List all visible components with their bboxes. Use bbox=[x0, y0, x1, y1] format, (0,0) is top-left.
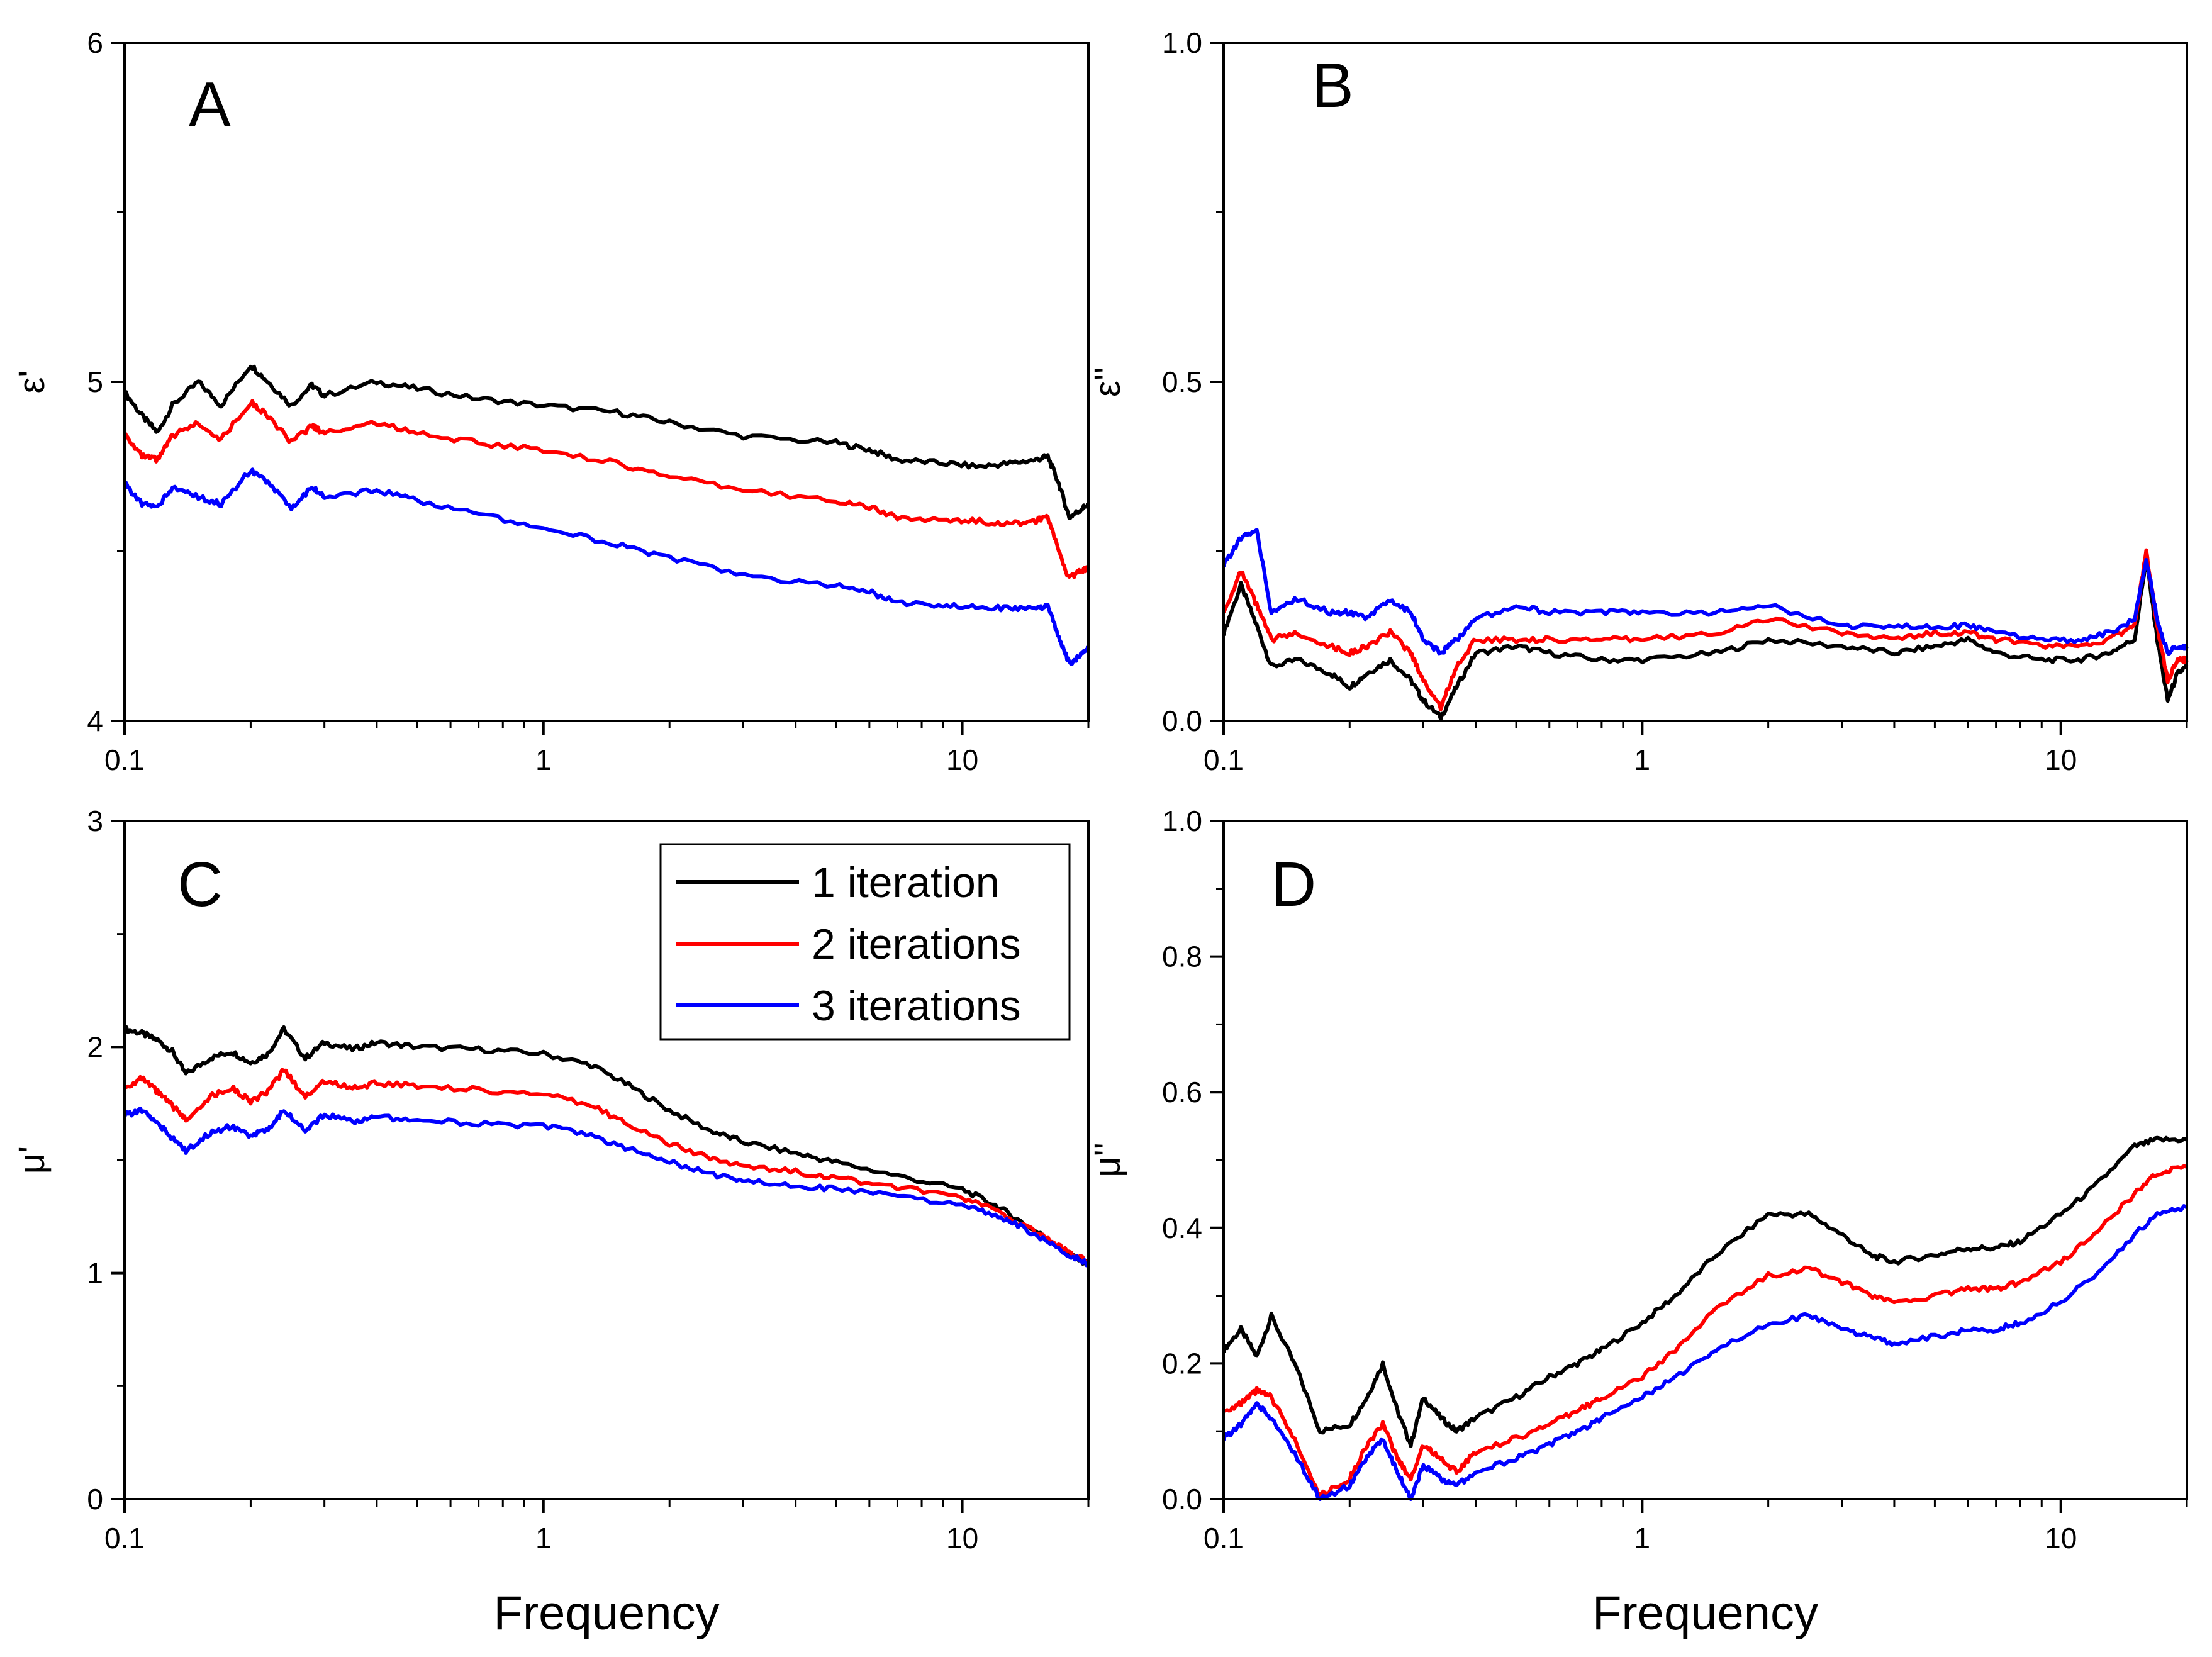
panel-d-y-tick-label-5: 1.0 bbox=[1162, 805, 1202, 837]
panel-c-x-axis-label: Frequency bbox=[493, 1587, 719, 1640]
legend: 1 iteration 2 iterations 3 iterations bbox=[659, 843, 1071, 1041]
panel-d-series-layer bbox=[1222, 1135, 2188, 1501]
panel-a-plot-frame bbox=[123, 42, 1090, 722]
panel-d-x-tick-label-0: 0.1 bbox=[1204, 1522, 1244, 1554]
panel-b-y-axis-label: ε'' bbox=[1087, 367, 1128, 397]
panel-d-y-axis-label: μ'' bbox=[1087, 1142, 1128, 1178]
panel-b-series-1-line bbox=[1222, 555, 2189, 722]
panel-a-y-tick-label-2: 6 bbox=[87, 26, 103, 59]
panel-b-series-2-line bbox=[1222, 548, 2189, 711]
legend-label-3-iterations: 3 iterations bbox=[812, 982, 1021, 1030]
panel-b-y-tick-label-2: 1.0 bbox=[1162, 26, 1202, 59]
panel-d-y-tick-label-2: 0.4 bbox=[1162, 1212, 1202, 1244]
panel-c-series-1-line bbox=[123, 1025, 1090, 1266]
panel-b-plot-frame bbox=[1222, 42, 2188, 722]
panel-a-series-layer bbox=[123, 364, 1090, 666]
panel-a-y-tick-label-1: 5 bbox=[87, 365, 103, 398]
panel-c-series-layer bbox=[123, 1025, 1090, 1268]
panel-d-x-tick-label-2: 10 bbox=[2045, 1522, 2077, 1554]
panel-a: 0.1 1 10 4 5 6 ε' A bbox=[11, 26, 1090, 776]
panel-d-x-axis-label: Frequency bbox=[1592, 1587, 1818, 1640]
panel-b: 0.1 1 10 0.0 0.5 1.0 ε'' B bbox=[1087, 26, 2189, 776]
panel-d-series-3-line bbox=[1222, 1204, 2188, 1501]
panel-d-series-2-line bbox=[1223, 1164, 2187, 1497]
panel-c-series-2-line bbox=[124, 1068, 1089, 1264]
panel-b-series-layer bbox=[1222, 528, 2189, 722]
panel-d-plot-frame bbox=[1222, 820, 2188, 1500]
legend-label-1-iteration: 1 iteration bbox=[812, 859, 1000, 907]
panel-a-series-3-line bbox=[123, 467, 1090, 666]
panel-c-x-tick-label-1: 1 bbox=[535, 1522, 552, 1554]
panel-d-y-tick-label-3: 0.6 bbox=[1162, 1076, 1202, 1108]
panel-c-x-tick-label-2: 10 bbox=[946, 1522, 978, 1554]
panel-c-letter: C bbox=[177, 849, 223, 920]
panel-b-tick-layer bbox=[1210, 42, 2188, 735]
panel-c-y-axis-label: μ' bbox=[11, 1146, 52, 1174]
panel-d-y-tick-label-1: 0.2 bbox=[1162, 1347, 1202, 1380]
panel-a-x-tick-label-1: 1 bbox=[535, 744, 552, 776]
panel-d-series-1-line bbox=[1222, 1135, 2187, 1448]
panel-b-y-tick-label-1: 0.5 bbox=[1162, 365, 1202, 398]
panel-a-x-tick-label-0: 0.1 bbox=[104, 744, 145, 776]
panel-b-letter: B bbox=[1312, 50, 1354, 121]
legend-label-2-iterations: 2 iterations bbox=[812, 920, 1021, 968]
panel-d-y-tick-label-0: 0.0 bbox=[1162, 1483, 1202, 1515]
panel-c: 0.1 1 10 0 1 2 3 μ' Frequency C 1 iterat… bbox=[11, 805, 1090, 1640]
panel-b-x-tick-label-0: 0.1 bbox=[1204, 744, 1244, 776]
panel-b-y-tick-label-0: 0.0 bbox=[1162, 705, 1202, 737]
panel-a-x-tick-label-2: 10 bbox=[946, 744, 978, 776]
panel-d-y-tick-label-4: 0.8 bbox=[1162, 940, 1202, 973]
panel-a-series-2-line bbox=[123, 399, 1090, 579]
panel-a-series-1-line bbox=[123, 364, 1090, 520]
panel-b-x-tick-label-2: 10 bbox=[2045, 744, 2077, 776]
panel-b-x-tick-label-1: 1 bbox=[1634, 744, 1651, 776]
panel-d-letter: D bbox=[1271, 849, 1316, 920]
panel-d-x-tick-label-1: 1 bbox=[1634, 1522, 1651, 1554]
panel-c-y-tick-label-1: 1 bbox=[87, 1257, 103, 1290]
panel-a-y-tick-label-0: 4 bbox=[87, 705, 103, 737]
panel-c-y-tick-label-2: 2 bbox=[87, 1030, 103, 1063]
panel-d-tick-layer bbox=[1210, 820, 2188, 1513]
panel-a-tick-layer bbox=[111, 42, 1090, 735]
panel-c-y-tick-label-0: 0 bbox=[87, 1483, 103, 1515]
panel-c-y-tick-label-3: 3 bbox=[87, 805, 103, 837]
panel-c-x-tick-label-0: 0.1 bbox=[104, 1522, 145, 1554]
panel-d: 0.1 1 10 0.0 0.2 0.4 0.6 0.8 1.0 μ'' Fre… bbox=[1087, 805, 2188, 1640]
panel-b-series-3-line bbox=[1222, 528, 2189, 656]
panel-c-series-3-line bbox=[123, 1106, 1090, 1268]
panel-a-y-axis-label: ε' bbox=[11, 371, 52, 394]
panel-c-plot-frame bbox=[123, 820, 1090, 1500]
panel-a-letter: A bbox=[189, 69, 231, 140]
